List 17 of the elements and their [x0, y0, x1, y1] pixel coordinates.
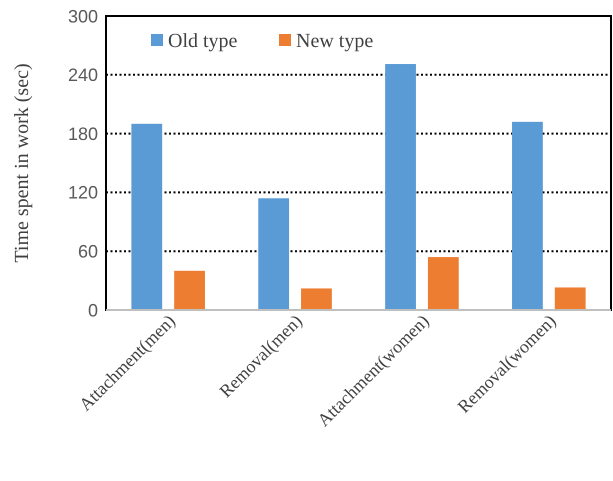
- bar: [174, 270, 205, 310]
- y-tick-label: 300: [68, 6, 98, 26]
- bar: [131, 124, 162, 310]
- y-tick-label: 0: [88, 300, 98, 320]
- bar: [554, 287, 586, 310]
- bar: [301, 288, 332, 310]
- bar: [512, 122, 543, 310]
- legend-label: New type: [296, 30, 374, 52]
- y-tick-label: 120: [68, 182, 98, 203]
- y-axis-title: Time spent in work (sec): [11, 63, 33, 263]
- y-tick-label: 60: [78, 242, 98, 262]
- bar: [258, 198, 290, 310]
- bar: [385, 64, 416, 310]
- y-tick-label: 240: [68, 65, 98, 86]
- y-tick-label: 180: [68, 124, 98, 144]
- bar: [428, 257, 459, 310]
- legend-label: Old type: [168, 30, 238, 52]
